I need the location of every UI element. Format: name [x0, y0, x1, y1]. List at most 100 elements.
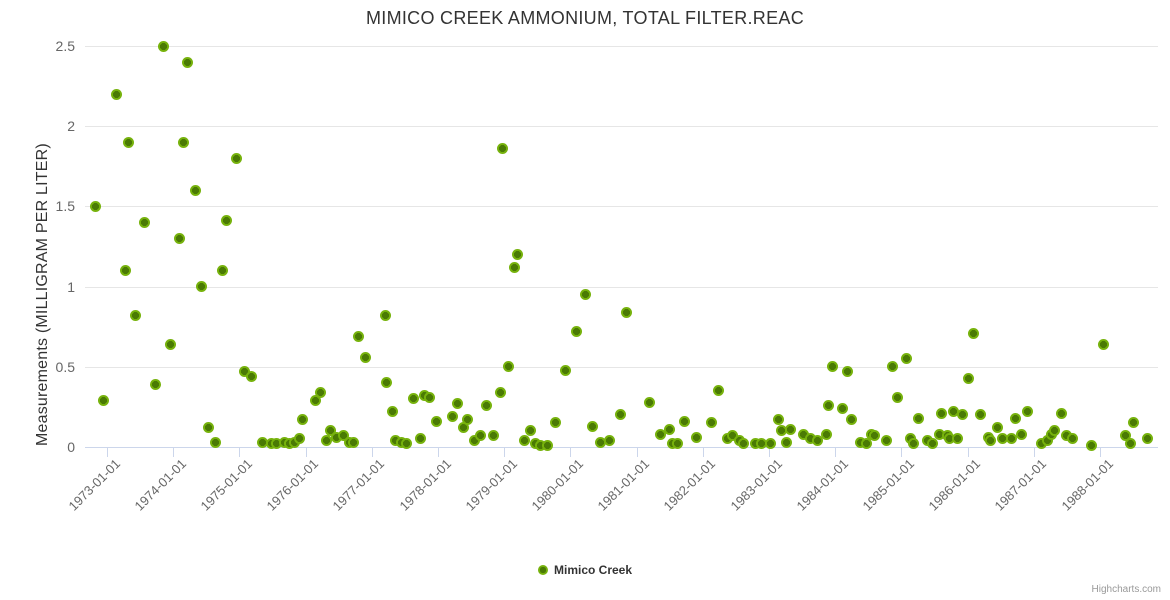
- data-point[interactable]: [120, 265, 132, 277]
- data-point[interactable]: [690, 431, 702, 443]
- data-point[interactable]: [347, 436, 359, 448]
- data-point[interactable]: [380, 377, 392, 389]
- data-point[interactable]: [216, 265, 228, 277]
- highcharts-credits-link[interactable]: Highcharts.com: [1091, 584, 1161, 595]
- data-point[interactable]: [780, 436, 792, 448]
- data-point[interactable]: [1009, 412, 1021, 424]
- data-point[interactable]: [150, 378, 162, 390]
- data-point[interactable]: [509, 261, 521, 273]
- data-point[interactable]: [712, 385, 724, 397]
- data-point[interactable]: [811, 435, 823, 447]
- data-point[interactable]: [457, 422, 469, 434]
- data-point[interactable]: [586, 420, 598, 432]
- data-point[interactable]: [560, 364, 572, 376]
- data-point[interactable]: [165, 338, 177, 350]
- data-point[interactable]: [1005, 433, 1017, 445]
- data-point[interactable]: [934, 428, 946, 440]
- data-point[interactable]: [297, 414, 309, 426]
- data-point[interactable]: [963, 372, 975, 384]
- data-point[interactable]: [570, 326, 582, 337]
- data-point[interactable]: [461, 414, 473, 426]
- data-point[interactable]: [331, 431, 343, 443]
- data-point[interactable]: [257, 436, 269, 448]
- data-point[interactable]: [1056, 407, 1068, 419]
- data-point[interactable]: [756, 438, 768, 450]
- data-point[interactable]: [1060, 430, 1072, 442]
- data-point[interactable]: [672, 438, 684, 450]
- data-point[interactable]: [111, 88, 123, 100]
- data-point[interactable]: [1124, 438, 1136, 450]
- data-point[interactable]: [887, 361, 899, 373]
- data-point[interactable]: [401, 438, 413, 450]
- data-point[interactable]: [511, 249, 523, 261]
- data-point[interactable]: [861, 438, 873, 450]
- data-point[interactable]: [727, 430, 739, 442]
- data-point[interactable]: [129, 309, 141, 321]
- data-point[interactable]: [390, 435, 402, 447]
- data-point[interactable]: [907, 438, 919, 450]
- data-point[interactable]: [97, 394, 109, 406]
- data-point[interactable]: [1021, 406, 1033, 418]
- data-point[interactable]: [891, 391, 903, 403]
- data-point[interactable]: [944, 433, 956, 445]
- data-point[interactable]: [765, 438, 777, 450]
- data-point[interactable]: [519, 435, 531, 447]
- data-point[interactable]: [386, 406, 398, 418]
- data-point[interactable]: [841, 366, 853, 378]
- data-point[interactable]: [173, 232, 185, 244]
- data-point[interactable]: [804, 433, 816, 445]
- data-point[interactable]: [927, 438, 938, 450]
- data-point[interactable]: [157, 40, 169, 52]
- data-point[interactable]: [1097, 338, 1109, 350]
- data-point[interactable]: [975, 409, 987, 421]
- data-point[interactable]: [1128, 417, 1140, 429]
- data-point[interactable]: [1066, 433, 1078, 445]
- data-point[interactable]: [353, 330, 365, 342]
- data-point[interactable]: [827, 361, 839, 373]
- data-point[interactable]: [502, 361, 514, 373]
- data-point[interactable]: [288, 436, 300, 448]
- data-point[interactable]: [985, 435, 997, 447]
- data-point[interactable]: [541, 439, 553, 451]
- data-point[interactable]: [1035, 438, 1047, 450]
- data-point[interactable]: [797, 428, 809, 440]
- data-point[interactable]: [480, 399, 492, 411]
- data-point[interactable]: [231, 152, 243, 164]
- data-point[interactable]: [494, 386, 506, 398]
- data-point[interactable]: [195, 281, 207, 293]
- data-point[interactable]: [550, 417, 562, 429]
- data-point[interactable]: [663, 423, 675, 435]
- legend-item-mimico-creek[interactable]: Mimico Creek: [537, 563, 632, 577]
- data-point[interactable]: [203, 422, 215, 434]
- data-point[interactable]: [614, 409, 626, 421]
- data-point[interactable]: [749, 438, 761, 450]
- data-point[interactable]: [359, 351, 371, 363]
- data-point[interactable]: [423, 391, 435, 403]
- data-point[interactable]: [452, 398, 464, 410]
- data-point[interactable]: [854, 436, 866, 448]
- data-point[interactable]: [997, 433, 1009, 445]
- data-point[interactable]: [947, 406, 959, 418]
- data-point[interactable]: [314, 386, 326, 398]
- data-point[interactable]: [705, 417, 717, 429]
- data-point[interactable]: [738, 438, 750, 450]
- data-point[interactable]: [654, 428, 666, 440]
- data-point[interactable]: [270, 438, 282, 450]
- data-point[interactable]: [644, 396, 656, 408]
- data-point[interactable]: [182, 56, 194, 68]
- data-point[interactable]: [823, 399, 835, 411]
- data-point[interactable]: [324, 425, 336, 437]
- data-point[interactable]: [900, 353, 912, 365]
- data-point[interactable]: [210, 436, 222, 448]
- data-point[interactable]: [594, 436, 606, 448]
- data-point[interactable]: [881, 435, 893, 447]
- data-point[interactable]: [310, 394, 322, 406]
- data-point[interactable]: [408, 393, 419, 405]
- data-point[interactable]: [913, 412, 925, 424]
- data-point[interactable]: [1016, 428, 1028, 440]
- data-point[interactable]: [239, 366, 251, 378]
- data-point[interactable]: [991, 422, 1003, 434]
- data-point[interactable]: [294, 433, 306, 445]
- data-point[interactable]: [776, 425, 788, 437]
- data-point[interactable]: [246, 370, 258, 382]
